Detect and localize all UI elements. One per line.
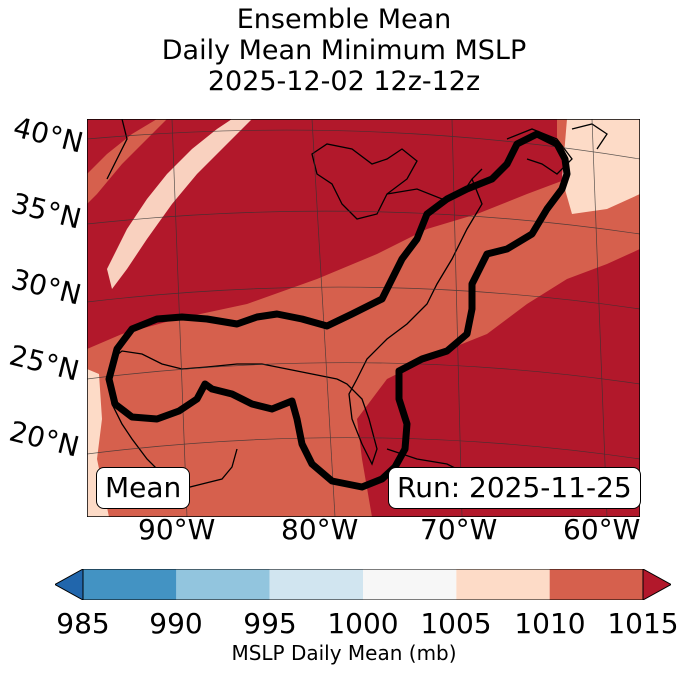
title-line-3: 2025-12-02 12z-12z — [207, 66, 481, 97]
lat-label-20: 20°N — [6, 414, 83, 464]
contour-1010 — [105, 130, 571, 491]
chart-title: Ensemble Mean Daily Mean Minimum MSLP 20… — [0, 4, 688, 97]
colorbar-tick-1010: 1010 — [514, 607, 586, 640]
colorbar-tick-995: 995 — [243, 607, 297, 640]
lat-label-35: 35°N — [8, 186, 85, 236]
field-1005-1010-north — [87, 119, 167, 204]
map-panel — [87, 119, 640, 517]
colorbar-segment-985-990 — [83, 569, 177, 600]
lon-label-80w: 80°W — [281, 513, 359, 546]
colorbar-tick-1015: 1015 — [607, 607, 679, 640]
lon-label-90w: 90°W — [138, 513, 216, 546]
lon-label-60w: 60°W — [563, 513, 641, 546]
field-1005-1010 — [87, 149, 640, 517]
colorbar-segment-1010-1015 — [549, 569, 643, 600]
colorbar-label: MSLP Daily Mean (mb) — [231, 641, 457, 665]
lon-label-70w: 70°W — [420, 513, 498, 546]
field-1000-1005-west — [87, 369, 109, 517]
colorbar — [55, 569, 671, 600]
colorbar-segment-990-995 — [176, 569, 270, 600]
lat-label-40: 40°N — [10, 110, 87, 160]
colorbar-tick-1005: 1005 — [420, 607, 492, 640]
field-1000-1005-north — [107, 119, 252, 289]
graticule — [87, 119, 640, 517]
colorbar-tick-1000: 1000 — [327, 607, 399, 640]
colorbar-extend-low — [55, 569, 84, 600]
colorbar-segment-1005-1010 — [456, 569, 550, 600]
run-label-box: Run: 2025-11-25 — [388, 467, 641, 509]
mean-label-box: Mean — [96, 467, 191, 509]
colorbar-extend-high — [642, 569, 671, 600]
title-line-1: Ensemble Mean — [236, 4, 452, 35]
lat-label-25: 25°N — [6, 338, 83, 388]
colorbar-tick-985: 985 — [56, 607, 110, 640]
title-line-2: Daily Mean Minimum MSLP — [161, 35, 527, 66]
lat-label-30: 30°N — [8, 262, 85, 312]
field-1000-1005-ne — [562, 119, 640, 214]
colorbar-tick-990: 990 — [149, 607, 203, 640]
colorbar-segment-995-1000 — [269, 569, 363, 600]
colorbar-segment-1000-1005 — [363, 569, 457, 600]
